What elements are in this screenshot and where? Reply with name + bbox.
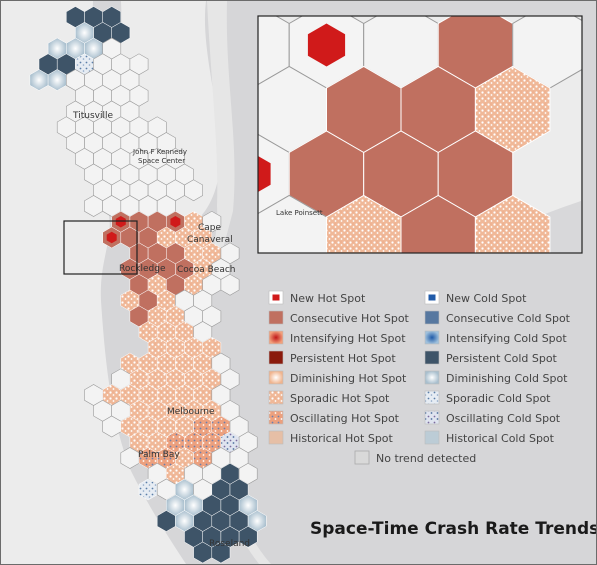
hex-cell-persistent-cold [211,541,231,564]
new-hot-spot-marker [115,216,126,228]
sporadic-cold-spot-swatch [424,390,440,405]
persistent-cold-spot-swatch [424,350,440,365]
legend-label: Historical Hot Spot [290,432,394,445]
no-trend-label: No trend detected [376,452,476,465]
oscillating-hot-spot-swatch [268,410,284,425]
no-trend-swatch [354,450,370,465]
legend-label: Diminishing Hot Spot [290,372,407,385]
hex-cell-no-trend [184,179,203,202]
place-label-roseland: Roseland [209,539,250,549]
legend-label: Oscillating Hot Spot [290,412,400,425]
place-label-titusville: Titusville [72,111,113,121]
legend-label: Persistent Hot Spot [290,352,396,365]
place-label-lake: Lake Poinsett [276,209,323,217]
legend-label: Diminishing Cold Spot [446,372,568,385]
mainland [1,1,186,564]
legend: New Hot Spot Consecutive Hot Spot Intensif… [268,290,571,445]
legend-label: Consecutive Hot Spot [290,312,410,325]
diminishing-hot-spot-swatch [268,370,284,385]
intensifying-hot-spot-swatch [268,330,284,345]
hex-grid [29,6,267,564]
legend-label: New Cold Spot [446,292,527,305]
place-label-rockledge: Rockledge [119,264,166,274]
place-label-cape-1: Cape [198,223,222,233]
legend-label: Historical Cold Spot [446,432,555,445]
intensifying-cold-spot-swatch [424,330,440,345]
sporadic-hot-spot-swatch [268,390,284,405]
inset-map: Lake Poinsett [257,15,583,254]
inset-extent-box [63,220,138,275]
legend-label: Oscillating Cold Spot [446,412,561,425]
legend-label: Sporadic Hot Spot [290,392,390,405]
inset-new-hot-spot-marker [307,23,346,67]
place-label-kennedy-2: Space Center [138,157,185,165]
place-label-cocoa-beach: Cocoa Beach [177,265,236,275]
place-label-melbourne: Melbourne [167,407,215,417]
new-cold-spot-marker [428,294,436,301]
legend-label: Persistent Cold Spot [446,352,558,365]
legend-label: Sporadic Cold Spot [446,392,551,405]
legend-label: New Hot Spot [290,292,366,305]
persistent-hot-spot-swatch [268,350,284,365]
legend-label: Consecutive Cold Spot [446,312,571,325]
new-hot-spot-marker [272,294,280,301]
new-hot-spot-marker [170,216,181,228]
inset-new-hot-spot-marker [258,155,271,193]
consecutive-hot-spot-swatch [268,310,284,325]
consecutive-cold-spot-swatch [424,310,440,325]
inset-hex-cell-sporadic-hot [474,194,551,253]
hex-cell-no-trend [220,273,240,296]
hex-cell-persistent-cold [238,526,258,548]
diminishing-cold-spot-swatch [424,370,440,385]
historical-cold-spot-swatch [424,430,440,445]
new-hot-spot-marker [106,231,117,244]
map-title: Space-Time Crash Rate Trends [310,519,596,539]
legend-label: Intensifying Cold Spot [446,332,567,345]
place-label-cape-2: Canaveral [187,235,233,245]
historical-hot-spot-swatch [268,430,284,445]
oscillating-cold-spot-swatch [424,410,440,425]
legend-label: Intensifying Hot Spot [290,332,406,345]
place-label-palm-bay: Palm Bay [138,450,180,460]
place-label-kennedy-1: John F Kennedy [132,148,187,156]
